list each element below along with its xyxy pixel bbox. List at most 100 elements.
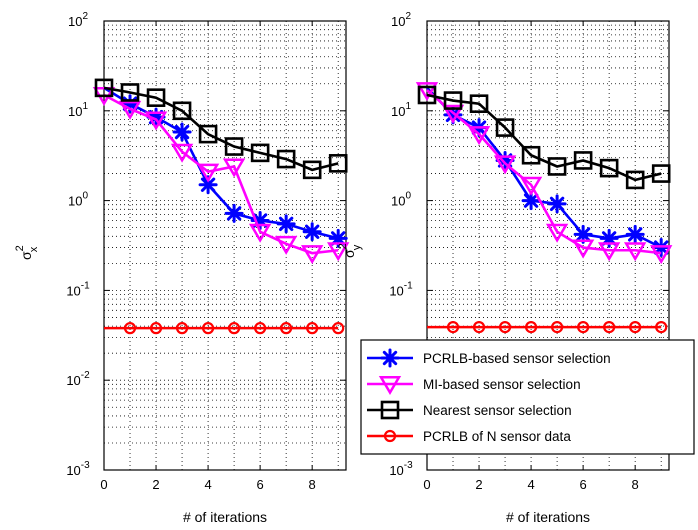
- chart-panel-1: 0 2 4 6 8 10-3 10-2 10-1 100 101 102 # of iteration…: [14, 11, 350, 525]
- data-point: [521, 191, 541, 211]
- data-point: [328, 154, 348, 173]
- data-point: [467, 126, 491, 146]
- data-point: [547, 157, 567, 176]
- y-tick-label: 102: [391, 11, 411, 29]
- legend-marker-stroke: [382, 350, 398, 366]
- data-point: [603, 321, 616, 334]
- data-point: [443, 91, 463, 110]
- x-tick-label: 6: [257, 477, 264, 492]
- data-point-stroke: [278, 216, 294, 232]
- series-square: [94, 78, 348, 180]
- data-point-stroke: [174, 124, 190, 140]
- series-line: [103, 93, 339, 255]
- data-point: [573, 151, 593, 170]
- data-point: [118, 100, 142, 120]
- data-point: [175, 322, 189, 335]
- series-line: [103, 86, 339, 240]
- legend-item: MI-based sensor selection: [367, 376, 581, 396]
- legend-box: [360, 339, 695, 455]
- data-point: [172, 101, 192, 121]
- data-point: [224, 137, 244, 156]
- data-point: [577, 321, 590, 334]
- y-tick-label: 10-3: [66, 460, 90, 478]
- x-tick-label: 4: [204, 477, 211, 492]
- data-point: [254, 322, 267, 335]
- series-line: [103, 86, 339, 172]
- y-tick-label: 10-1: [389, 280, 413, 298]
- data-point: [302, 160, 322, 180]
- x-axis-label: # of iterations: [506, 509, 590, 525]
- data-point: [597, 242, 621, 262]
- data-point-stroke: [601, 231, 617, 246]
- data-point: [172, 122, 192, 142]
- data-point: [625, 224, 645, 244]
- legend-marker: [383, 429, 397, 443]
- data-point: [623, 242, 647, 262]
- data-point: [302, 222, 322, 242]
- y-tick-label: 100: [391, 191, 411, 209]
- data-point: [146, 88, 166, 107]
- series-asterisk: [426, 86, 671, 258]
- data-point: [120, 83, 140, 102]
- series-triangle-down: [92, 86, 350, 265]
- data-point: [228, 322, 241, 335]
- data-point: [551, 321, 564, 334]
- data-point-stroke: [523, 193, 539, 208]
- data-point-stroke: [200, 177, 216, 192]
- x-tick-label: 0: [423, 477, 430, 492]
- ticks: [103, 20, 346, 471]
- data-point: [274, 235, 298, 255]
- x-tick-label: 8: [309, 477, 316, 492]
- y-axis-label: σ2 y: [337, 243, 363, 258]
- y-tick-label: 10-3: [389, 460, 413, 478]
- data-point: [629, 321, 642, 334]
- data-point: [196, 163, 220, 183]
- data-point: [417, 85, 437, 105]
- data-point: [415, 82, 439, 102]
- data-point: [149, 322, 163, 335]
- data-point: [276, 149, 296, 169]
- x-tick-label: 4: [527, 477, 534, 492]
- data-point: [327, 242, 350, 262]
- series-circle: [104, 322, 345, 335]
- legend-item: PCRLB of N sensor data: [367, 429, 571, 444]
- y-tick-label: 10-2: [66, 370, 90, 388]
- data-point: [280, 322, 293, 335]
- series-line: [426, 93, 662, 182]
- series-square: [417, 85, 671, 190]
- data-point: [224, 203, 244, 223]
- series-line: [426, 86, 662, 249]
- data-point: [573, 224, 593, 244]
- y-axis-label: σ2 x: [14, 245, 40, 260]
- x-tick-label: 2: [475, 477, 482, 492]
- data-point: [519, 176, 543, 196]
- data-point: [441, 104, 465, 124]
- y-tick-label: 10-1: [66, 280, 90, 298]
- data-point: [201, 322, 215, 335]
- data-point: [248, 223, 272, 243]
- y-tick-label: 101: [68, 101, 88, 119]
- data-point: [521, 145, 541, 165]
- legend-marker: [380, 400, 400, 420]
- legend-label: Nearest sensor selection: [423, 403, 572, 418]
- data-point: [94, 78, 114, 98]
- data-point-stroke: [226, 206, 242, 221]
- legend-label: PCRLB of N sensor data: [423, 429, 571, 444]
- data-point: [498, 321, 512, 334]
- x-tick-label: 6: [580, 477, 587, 492]
- data-point: [198, 124, 218, 144]
- legend: PCRLB-based sensor selection MI-based sen…: [360, 339, 695, 455]
- data-point: [655, 321, 668, 334]
- legend-marker: [380, 348, 400, 368]
- data-point-stroke: [575, 227, 591, 242]
- data-point: [222, 158, 246, 178]
- data-point: [306, 322, 319, 335]
- data-point: [625, 170, 645, 190]
- data-point: [495, 118, 515, 137]
- series-line: [426, 89, 662, 255]
- data-point: [144, 111, 168, 131]
- data-point: [547, 194, 567, 214]
- data-point: [472, 321, 486, 334]
- data-point: [446, 321, 460, 334]
